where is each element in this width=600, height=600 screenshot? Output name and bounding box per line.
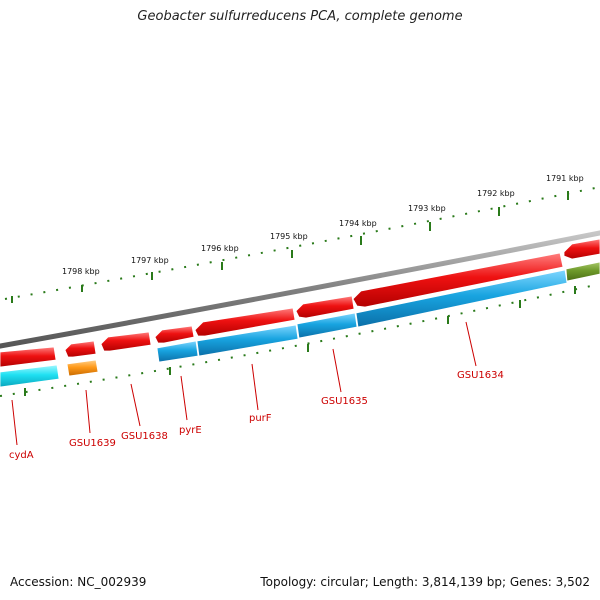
gene-labels: GSU1634 GSU1635 purF pyrE GSU1638 GSU163… bbox=[9, 370, 504, 461]
leader-line bbox=[130, 383, 141, 427]
leader-line bbox=[85, 389, 91, 434]
leader-line bbox=[11, 399, 18, 446]
leader-line bbox=[465, 321, 477, 367]
topology-text: Topology: circular; Length: 3,814,139 bp… bbox=[260, 575, 590, 589]
gene-arrow bbox=[563, 238, 600, 260]
map-title: Geobacter sulfurreducens PCA, complete g… bbox=[137, 9, 463, 24]
scale-label-1793: 1793 kbp bbox=[408, 204, 446, 213]
scale-label-1795: 1795 kbp bbox=[270, 232, 308, 241]
cds-block-blue bbox=[296, 312, 358, 339]
scale-ticks bbox=[11, 191, 569, 303]
gene-label-pyre: pyrE bbox=[179, 425, 202, 436]
gene-label-gsu1635: GSU1635 bbox=[321, 396, 368, 407]
gene-track-red bbox=[0, 238, 600, 368]
cds-block-blue bbox=[355, 269, 568, 328]
leader-line bbox=[251, 363, 259, 411]
gene-label-cyda: cydA bbox=[9, 450, 34, 461]
gene-arrow bbox=[154, 325, 195, 344]
gene-label-gsu1634: GSU1634 bbox=[457, 370, 504, 381]
lower-scale-track bbox=[0, 283, 600, 397]
label-leaders bbox=[11, 321, 477, 446]
scale-labels: 1791 kbp 1792 kbp 1793 kbp 1794 kbp 1795… bbox=[62, 174, 584, 276]
genome-backbone bbox=[0, 230, 600, 349]
gene-label-purf: purF bbox=[249, 413, 272, 424]
scale-label-1796: 1796 kbp bbox=[201, 244, 239, 253]
scale-label-1798: 1798 kbp bbox=[62, 267, 100, 276]
cds-track bbox=[0, 261, 600, 388]
gene-arrow bbox=[352, 252, 564, 308]
leader-line bbox=[180, 375, 188, 421]
cds-block-orange bbox=[66, 359, 99, 377]
cds-block-olive bbox=[565, 261, 600, 282]
scale-label-1791: 1791 kbp bbox=[546, 174, 584, 183]
lower-scale-ticks bbox=[24, 286, 576, 396]
scale-label-1797: 1797 kbp bbox=[131, 256, 169, 265]
scale-label-1794: 1794 kbp bbox=[339, 219, 377, 228]
gene-arrow bbox=[100, 331, 152, 352]
scale-label-1792: 1792 kbp bbox=[477, 189, 515, 198]
cds-block-cyan bbox=[0, 364, 60, 388]
accession-text: Accession: NC_002939 bbox=[10, 575, 147, 589]
leader-line bbox=[332, 348, 342, 393]
gene-label-gsu1638: GSU1638 bbox=[121, 431, 168, 442]
cds-block-blue bbox=[156, 340, 199, 363]
gene-arrow bbox=[64, 340, 97, 358]
gene-arrow bbox=[0, 346, 57, 368]
cds-block-blue bbox=[196, 324, 299, 357]
gene-label-gsu1639: GSU1639 bbox=[69, 438, 116, 449]
gene-arrow bbox=[194, 307, 296, 337]
gene-arrow bbox=[295, 295, 355, 319]
